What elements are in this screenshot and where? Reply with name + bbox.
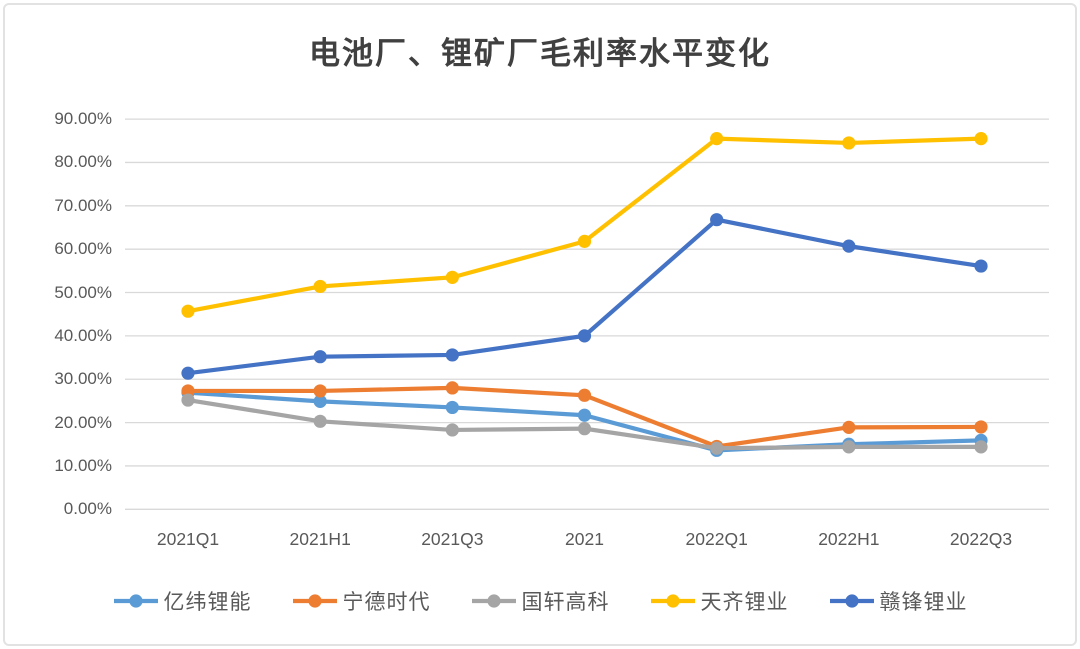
x-tick-label: 2022H1: [818, 529, 880, 549]
legend-marker-icon: [292, 594, 337, 608]
series-3: [181, 132, 988, 318]
x-tick-label: 2022Q1: [685, 529, 748, 549]
data-point: [577, 329, 592, 343]
y-tick-label: 0.00%: [63, 499, 112, 519]
data-point: [445, 348, 459, 362]
y-tick-label: 50.00%: [54, 282, 112, 302]
legend-marker-icon: [113, 594, 158, 608]
data-point: [842, 440, 856, 454]
legend-item-2: 国轩高科: [471, 586, 610, 616]
legend-item-0: 亿纬锂能: [113, 586, 252, 616]
data-point: [577, 422, 592, 436]
data-point: [974, 132, 988, 146]
series-line: [187, 136, 982, 314]
data-point: [842, 420, 856, 434]
legend-marker-icon: [471, 594, 516, 608]
legend-item-3: 天齐锂业: [650, 586, 789, 616]
data-point: [710, 213, 724, 227]
data-point: [577, 388, 592, 402]
data-point: [445, 270, 459, 284]
y-tick-label: 80.00%: [54, 152, 112, 172]
data-point: [445, 400, 459, 415]
data-point: [181, 304, 195, 318]
data-point: [842, 239, 856, 253]
y-tick-label: 10.00%: [54, 455, 112, 475]
data-point: [181, 384, 195, 398]
x-tick-label: 2021H1: [289, 529, 351, 549]
x-tick-label: 2021: [565, 529, 604, 549]
chart-title: 电池厂、锂矿厂毛利率水平变化: [309, 36, 771, 71]
y-tick-label: 60.00%: [54, 239, 112, 259]
x-tick-label: 2021Q3: [421, 529, 484, 549]
legend-label: 天齐锂业: [700, 591, 789, 614]
data-point: [313, 350, 327, 364]
legend-marker-icon: [650, 594, 695, 608]
legend-label: 赣锋锂业: [879, 591, 968, 614]
data-point: [313, 394, 327, 408]
y-tick-label: 30.00%: [54, 369, 112, 389]
data-point: [313, 414, 327, 428]
series-2: [181, 393, 988, 455]
data-point: [974, 420, 988, 434]
series-4: [181, 213, 988, 380]
data-point: [974, 440, 988, 454]
legend-label: 国轩高科: [521, 591, 610, 614]
data-point: [445, 423, 459, 437]
x-tick-label: 2021Q1: [156, 529, 220, 549]
data-point: [710, 132, 724, 146]
data-point: [313, 279, 327, 294]
data-point: [577, 408, 592, 422]
x-tick-label: 2022Q3: [949, 529, 1013, 549]
legend-label: 宁德时代: [342, 591, 431, 614]
y-tick-label: 40.00%: [54, 325, 112, 345]
legend-item-4: 赣锋锂业: [829, 586, 968, 616]
legend-marker-icon: [829, 594, 874, 608]
data-point: [445, 381, 459, 395]
data-point: [974, 259, 988, 273]
data-point: [181, 393, 195, 407]
y-tick-label: 20.00%: [54, 412, 112, 432]
legend: 亿纬锂能 宁德时代 国轩高科 天齐锂业 赣锋锂业: [0, 586, 1080, 616]
data-point: [577, 234, 592, 248]
legend-item-1: 宁德时代: [292, 586, 431, 616]
data-point: [313, 384, 327, 398]
data-point: [181, 366, 195, 380]
y-tick-label: 90.00%: [54, 109, 112, 129]
data-point: [710, 441, 724, 455]
legend-label: 亿纬锂能: [163, 591, 252, 614]
data-point: [842, 136, 856, 150]
y-tick-label: 70.00%: [54, 195, 112, 215]
